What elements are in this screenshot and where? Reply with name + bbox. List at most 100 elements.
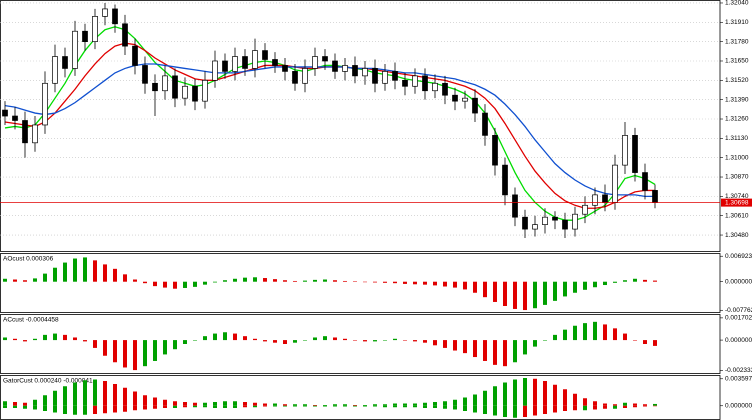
histogram-bar xyxy=(53,333,57,341)
histogram-bar xyxy=(153,281,157,287)
candle-body xyxy=(502,164,508,196)
candle-body xyxy=(612,164,618,203)
gator-bar xyxy=(233,405,237,408)
histogram-bar xyxy=(223,280,227,282)
y-tick-label: 1.32040 xyxy=(725,0,749,7)
gator-bar xyxy=(63,405,67,414)
histogram-bar xyxy=(383,281,387,283)
candle-body xyxy=(182,85,188,99)
histogram-bar xyxy=(253,338,257,341)
y-tick-label: 1.30480 xyxy=(725,232,749,239)
candle-body xyxy=(492,135,498,166)
gator-bar xyxy=(393,403,397,406)
indicator-title: AOcust 0.000306 xyxy=(3,256,54,263)
candle-body xyxy=(522,216,528,230)
gator-bar xyxy=(283,404,287,406)
histogram-bar xyxy=(423,340,427,343)
histogram-bar xyxy=(613,281,617,283)
gator-bar xyxy=(503,382,507,406)
gator-bar xyxy=(593,401,597,406)
gator-bar xyxy=(363,405,367,407)
gator-bar xyxy=(153,405,157,409)
histogram-bar xyxy=(433,340,437,346)
indicator-title: GatorCust 0.000240 -0.000041 xyxy=(3,378,93,385)
y-tick-label: 1.30870 xyxy=(725,174,749,181)
candle-body xyxy=(242,56,248,69)
candle-body xyxy=(542,216,548,225)
moving-average xyxy=(4,63,655,198)
histogram-bar xyxy=(343,280,347,282)
candle-body xyxy=(342,65,348,72)
histogram-bar xyxy=(633,340,637,341)
gator-bar xyxy=(423,405,427,408)
candle-body xyxy=(392,71,398,81)
histogram-bar xyxy=(263,340,267,342)
gator-bar xyxy=(653,405,657,407)
gator-bar xyxy=(623,402,627,406)
moving-average xyxy=(4,26,656,221)
histogram-bar xyxy=(93,340,97,348)
gator-bar xyxy=(573,405,577,411)
gator-bar xyxy=(123,387,127,406)
histogram-bar xyxy=(383,340,387,341)
gator-bar xyxy=(543,405,547,414)
gator-bar xyxy=(583,405,587,411)
gator-bar xyxy=(543,381,547,406)
panel-frame xyxy=(0,253,721,313)
histogram-bar xyxy=(393,281,397,284)
gator-bar xyxy=(13,402,17,406)
y-tick-label: 1.30610 xyxy=(725,212,749,219)
gator-bar xyxy=(163,405,167,408)
gator-bar xyxy=(373,405,377,407)
gator-bar xyxy=(123,405,127,412)
histogram-bar xyxy=(563,329,567,341)
histogram-bar xyxy=(213,333,217,341)
gator-bar xyxy=(393,405,397,408)
histogram-bar xyxy=(303,280,307,282)
candle-body xyxy=(172,75,178,99)
histogram-bar xyxy=(463,340,467,354)
candle-body xyxy=(572,213,578,230)
gator-bar xyxy=(643,405,647,407)
candle-body xyxy=(562,219,568,230)
candle-body xyxy=(432,82,438,92)
gator-bar xyxy=(553,405,557,413)
gator-bar xyxy=(323,405,327,407)
gator-bar xyxy=(263,403,267,406)
gator-bar xyxy=(63,386,67,406)
gator-bar xyxy=(253,402,257,406)
candle-body xyxy=(152,82,158,92)
gator-bar xyxy=(513,405,517,418)
gator-bar xyxy=(443,401,447,406)
gator-bar xyxy=(213,405,217,408)
candle-body xyxy=(362,68,368,77)
gator-bar xyxy=(553,384,557,406)
gator-bar xyxy=(273,403,277,406)
gator-bar xyxy=(43,405,47,411)
histogram-bar xyxy=(653,280,657,282)
histogram-bar xyxy=(643,340,647,344)
gator-bar xyxy=(473,394,477,406)
histogram-bar xyxy=(173,281,177,289)
gator-bar xyxy=(3,401,7,406)
gator-bar xyxy=(463,397,467,406)
gator-bar xyxy=(603,403,607,406)
gator-bar xyxy=(433,405,437,408)
gator-bar xyxy=(73,382,77,406)
histogram-bar xyxy=(363,340,367,342)
y-tick-label: 0.000000 xyxy=(725,278,752,285)
last-price-box xyxy=(721,198,752,207)
candle-body xyxy=(52,56,58,84)
gator-bar xyxy=(493,405,497,416)
y-tick-label: 1.30740 xyxy=(725,193,749,200)
gator-bar xyxy=(463,405,467,411)
histogram-bar xyxy=(273,340,277,343)
histogram-bar xyxy=(163,281,167,288)
gator-bar xyxy=(253,405,257,408)
gator-bar xyxy=(293,405,297,407)
candle-body xyxy=(442,82,448,96)
histogram-bar xyxy=(233,278,237,282)
histogram-bar xyxy=(323,336,327,341)
